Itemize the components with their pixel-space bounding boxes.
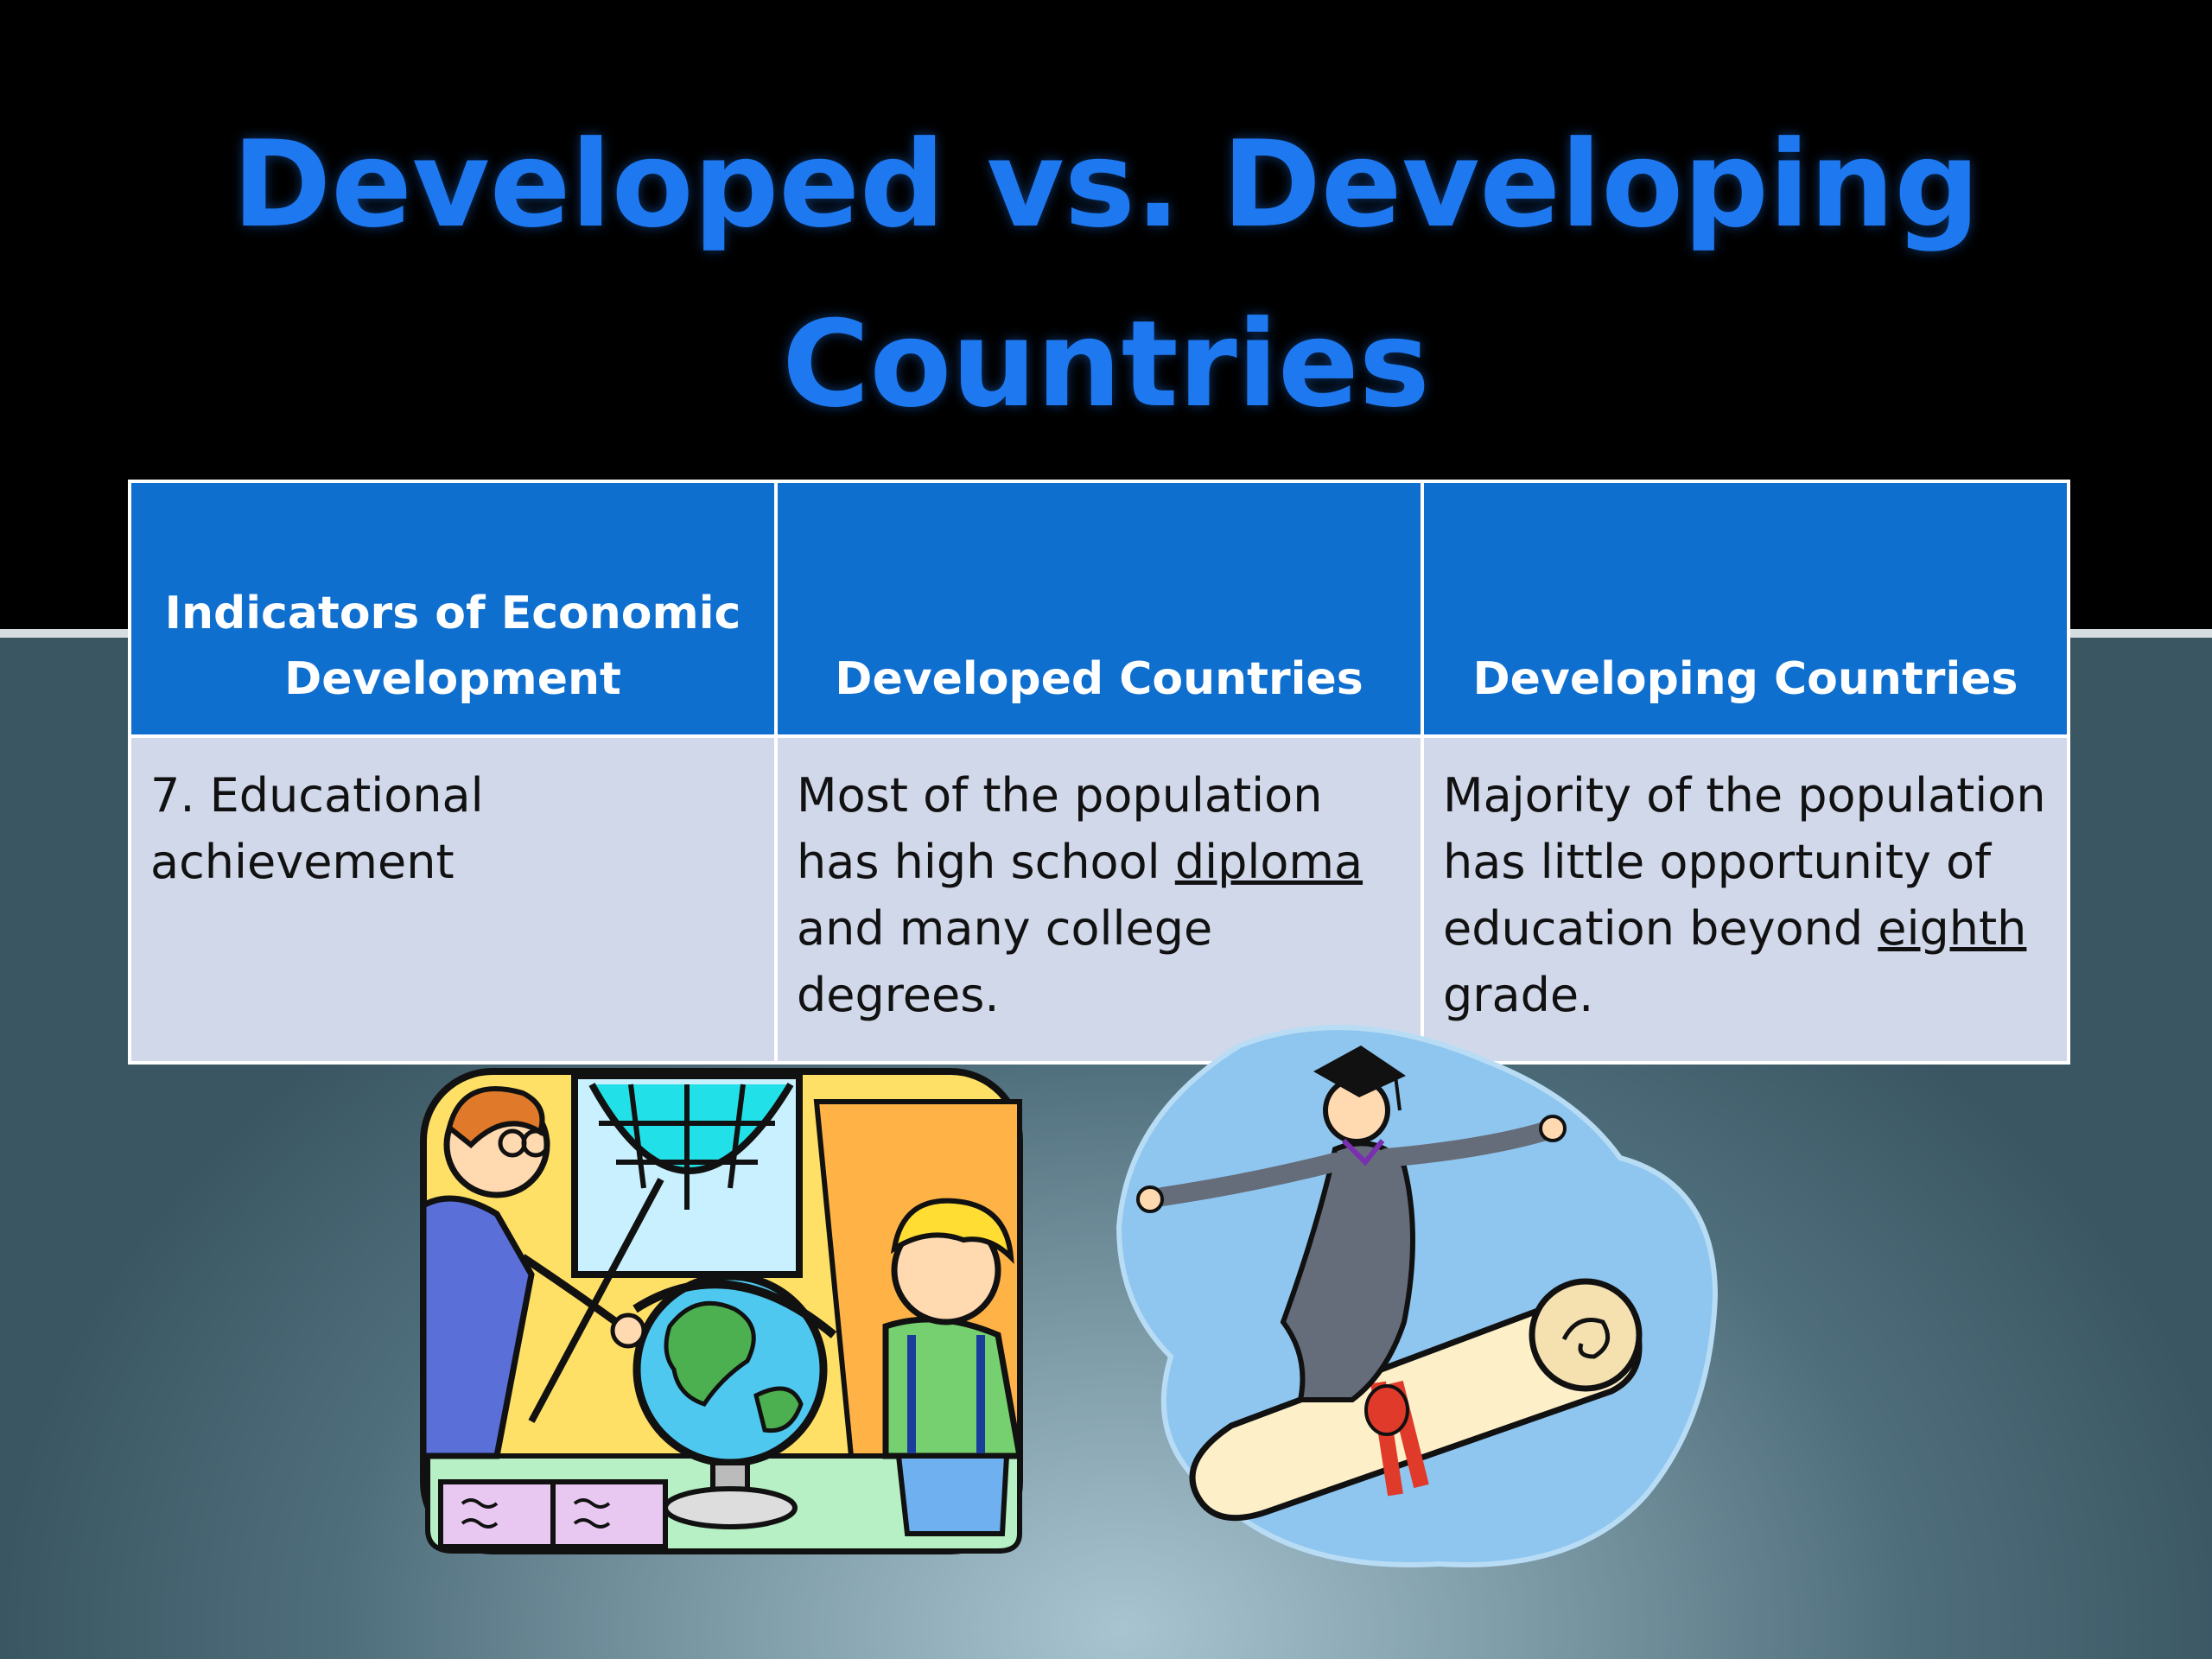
cell-developing: Majority of the population has little op… <box>1421 734 2070 1065</box>
cell-developed: Most of the population has high school d… <box>774 734 1424 1065</box>
header-developing: Developing Countries <box>1421 480 2070 738</box>
header-developed: Developed Countries <box>774 480 1424 738</box>
developing-underlined-word: eighth <box>1878 901 2027 956</box>
graduate-clipart <box>1116 1025 1719 1567</box>
slide-title: Developed vs. Developing Countries <box>0 95 2212 454</box>
table-header-row: Indicators of Economic Development Devel… <box>128 480 2070 738</box>
title-line-1: Developed vs. Developing <box>232 115 1980 254</box>
table-row: 7. Educational achievement Most of the p… <box>128 734 2070 1065</box>
developing-text-start: Majority of the population has little op… <box>1443 768 2046 956</box>
developed-text-end: and many college degrees. <box>797 901 1213 1022</box>
developed-underlined-word: diploma <box>1174 835 1363 889</box>
header-indicators: Indicators of Economic Development <box>128 480 778 738</box>
title-line-2: Countries <box>782 295 1430 434</box>
developed-text-start: Most of the population has high school <box>797 768 1323 889</box>
classroom-clipart <box>420 1068 1024 1554</box>
developing-text-end: grade. <box>1443 968 1594 1022</box>
cell-indicator: 7. Educational achievement <box>128 734 778 1065</box>
indicators-table: Indicators of Economic Development Devel… <box>128 480 2070 1065</box>
